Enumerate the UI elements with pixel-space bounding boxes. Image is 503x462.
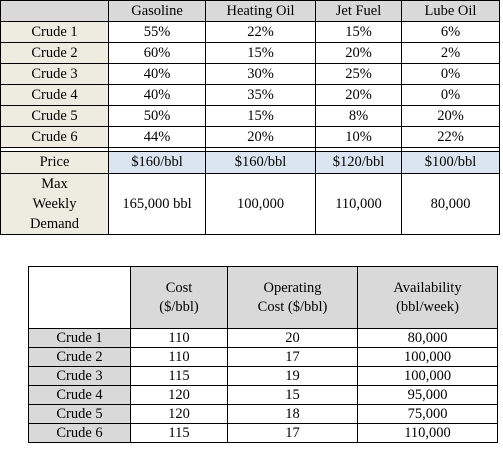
row-label: Crude 5 <box>28 404 131 424</box>
column-header-gasoline: Gasoline <box>108 0 206 22</box>
table-cell: 120 <box>130 404 228 424</box>
demand-cell: 100,000 <box>205 173 316 235</box>
table-cell: 40% <box>108 63 206 85</box>
table-cell: 20% <box>315 42 402 64</box>
table-row: Crude 4 40% 35% 20% 0% <box>0 84 500 106</box>
table-cell: 10% <box>315 126 402 148</box>
row-label: Crude 2 <box>28 347 131 367</box>
table-cell: 17 <box>227 423 358 443</box>
table-cell: 60% <box>108 42 206 64</box>
demand-cell-text: 165,000 bbl <box>122 196 192 212</box>
price-cell: $160/bbl <box>108 151 206 174</box>
table-cell: 75,000 <box>357 404 498 424</box>
row-label: Crude 2 <box>0 42 109 64</box>
crude-cost-table: Cost ($/bbl) Operating Cost ($/bbl) Avai… <box>28 266 498 443</box>
table-cell: 40% <box>108 84 206 106</box>
table-cell: 100,000 <box>357 366 498 386</box>
table-cell: 18 <box>227 404 358 424</box>
column-header-availability: Availability (bbl/week) <box>357 266 498 329</box>
column-header-jet-fuel: Jet Fuel <box>315 0 402 22</box>
price-cell: $160/bbl <box>205 151 316 174</box>
row-label: Crude 6 <box>28 423 131 443</box>
table-cell: 110 <box>130 347 228 367</box>
table-cell: 20% <box>315 84 402 106</box>
table-cell: 2% <box>401 42 500 64</box>
table-row: Crude 5 50% 15% 8% 20% <box>0 105 500 127</box>
column-header-cost-text: Cost ($/bbl) <box>159 279 199 315</box>
table-cell: 100,000 <box>357 347 498 367</box>
price-cell: $120/bbl <box>315 151 402 174</box>
table-cell: 8% <box>315 105 402 127</box>
row-label: Crude 1 <box>28 328 131 348</box>
table-row: Crude 4 120 15 95,000 <box>28 385 498 405</box>
table-cell: 20 <box>227 328 358 348</box>
crude-yield-table: Gasoline Heating Oil Jet Fuel Lube Oil C… <box>0 0 500 235</box>
demand-cell: 110,000 <box>315 173 402 235</box>
price-row: Price $160/bbl $160/bbl $120/bbl $100/bb… <box>0 151 500 174</box>
table-cell: 80,000 <box>357 328 498 348</box>
column-header-availability-text: Availability (bbl/week) <box>393 279 462 315</box>
row-label: Crude 4 <box>28 385 131 405</box>
table-row: Crude 2 110 17 100,000 <box>28 347 498 367</box>
table-cell: 19 <box>227 366 358 386</box>
table-cell: 15% <box>205 42 316 64</box>
table-cell: 15 <box>227 385 358 405</box>
table-cell: 110 <box>130 328 228 348</box>
table-cell: 120 <box>130 385 228 405</box>
demand-label: Max Weekly Demand <box>0 173 109 235</box>
table-cell: 22% <box>205 21 316 43</box>
row-label: Crude 1 <box>0 21 109 43</box>
table-cell: 20% <box>401 105 500 127</box>
table-row: Crude 3 40% 30% 25% 0% <box>0 63 500 85</box>
table-cell: 115 <box>130 366 228 386</box>
column-header-operating-cost-text: Operating Cost ($/bbl) <box>257 279 328 315</box>
demand-label-text: Max Weekly Demand <box>29 176 80 232</box>
demand-cell: 165,000 bbl <box>108 173 206 235</box>
column-header-operating-cost: Operating Cost ($/bbl) <box>227 266 358 329</box>
row-label: Crude 6 <box>0 126 109 148</box>
demand-row: Max Weekly Demand 165,000 bbl 100,000 11… <box>0 173 500 235</box>
table-cell: 15% <box>205 105 316 127</box>
table-cell: 6% <box>401 21 500 43</box>
table-row: Crude 5 120 18 75,000 <box>28 404 498 424</box>
table-cell: 25% <box>315 63 402 85</box>
table-row: Crude 1 110 20 80,000 <box>28 328 498 348</box>
demand-cell: 80,000 <box>401 173 500 235</box>
table-cell: 110,000 <box>357 423 498 443</box>
table-cell: 30% <box>205 63 316 85</box>
table-row: Crude 3 115 19 100,000 <box>28 366 498 386</box>
table-row: Crude 6 115 17 110,000 <box>28 423 498 443</box>
table-cell: 44% <box>108 126 206 148</box>
table-cell: 17 <box>227 347 358 367</box>
table-cell: 50% <box>108 105 206 127</box>
row-label: Crude 4 <box>0 84 109 106</box>
table-cell: 55% <box>108 21 206 43</box>
table-cell: 15% <box>315 21 402 43</box>
table-cell: 95,000 <box>357 385 498 405</box>
table-row: Crude 2 60% 15% 20% 2% <box>0 42 500 64</box>
row-label: Crude 3 <box>28 366 131 386</box>
table-row: Crude 1 55% 22% 15% 6% <box>0 21 500 43</box>
table-cell: 20% <box>205 126 316 148</box>
table-cell: 0% <box>401 63 500 85</box>
corner-cell <box>28 266 131 329</box>
table-cell: 22% <box>401 126 500 148</box>
row-label: Crude 5 <box>0 105 109 127</box>
column-header-lube-oil: Lube Oil <box>401 0 500 22</box>
table-row: Crude 6 44% 20% 10% 22% <box>0 126 500 148</box>
corner-cell <box>0 0 109 22</box>
price-label: Price <box>0 151 109 174</box>
table-cell: 0% <box>401 84 500 106</box>
table-cell: 35% <box>205 84 316 106</box>
table-cell: 115 <box>130 423 228 443</box>
column-header-cost: Cost ($/bbl) <box>130 266 228 329</box>
price-cell: $100/bbl <box>401 151 500 174</box>
header-row: Gasoline Heating Oil Jet Fuel Lube Oil <box>0 0 500 22</box>
row-label: Crude 3 <box>0 63 109 85</box>
header-row: Cost ($/bbl) Operating Cost ($/bbl) Avai… <box>28 266 498 329</box>
column-header-heating-oil: Heating Oil <box>205 0 316 22</box>
